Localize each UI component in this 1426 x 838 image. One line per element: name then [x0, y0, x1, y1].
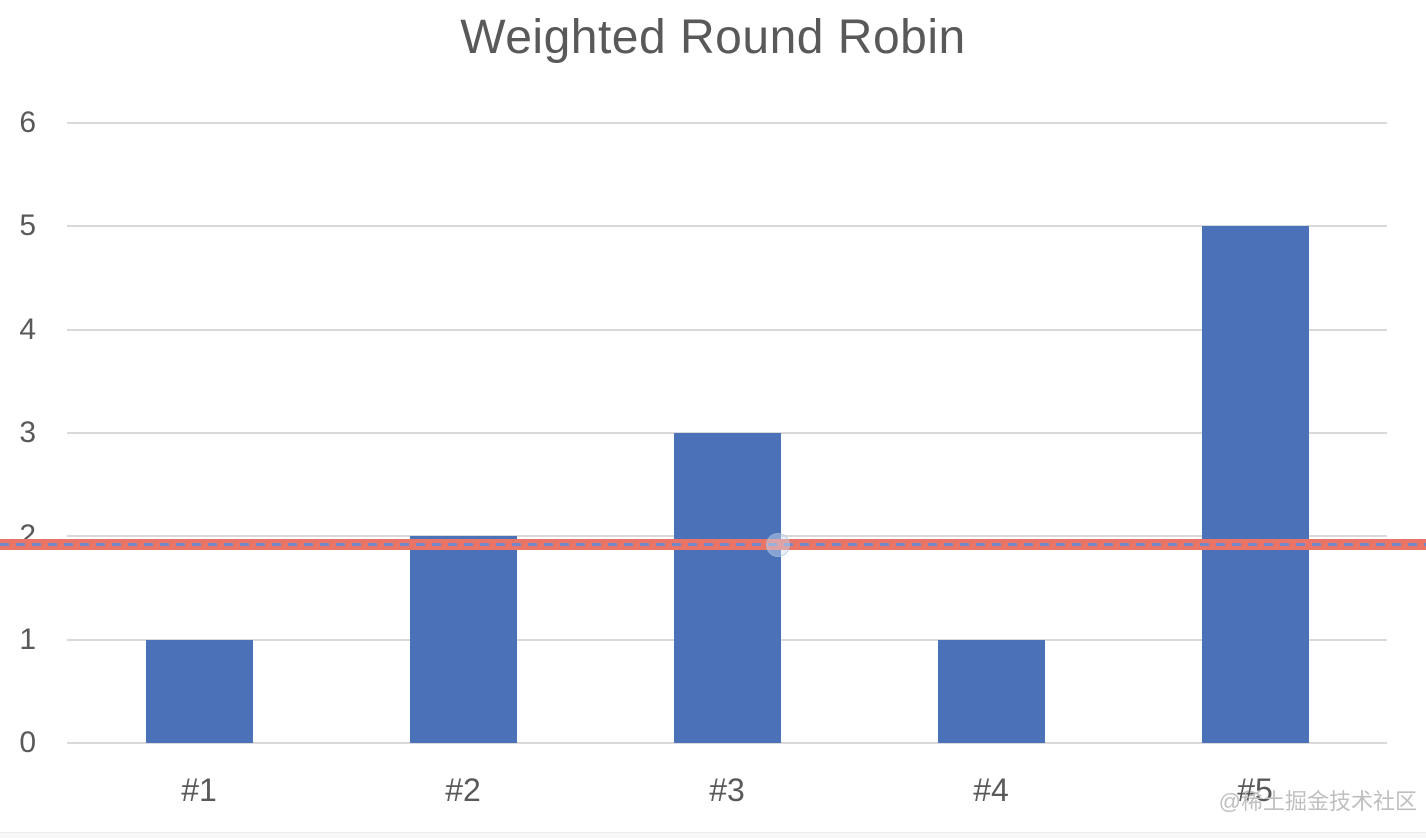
- watermark: @稀土掘金技术社区: [1218, 789, 1417, 814]
- reference-line-dashes: [0, 543, 1426, 547]
- chart-title: Weighted Round Robin: [460, 11, 966, 64]
- y-tick-label: 0: [19, 726, 36, 759]
- y-tick-label: 3: [19, 416, 36, 449]
- reference-line: [0, 539, 1426, 551]
- x-tick-label: #4: [973, 772, 1009, 808]
- bottom-strip: [0, 832, 1426, 838]
- x-tick-label: #3: [709, 772, 745, 808]
- line-midpoint-handle: [766, 533, 790, 557]
- gridline: [67, 328, 1387, 331]
- bar: [145, 639, 253, 743]
- y-tick-label: 6: [19, 106, 36, 140]
- y-tick-label: 4: [19, 312, 36, 346]
- x-tick-label: #5: [1237, 772, 1273, 808]
- bar: [1201, 226, 1309, 743]
- y-tick-label: 1: [19, 622, 36, 656]
- x-tick-label: #2: [445, 772, 481, 808]
- gridline: [67, 225, 1387, 228]
- gridline: [67, 742, 1387, 744]
- bar: [673, 433, 781, 743]
- bar: [409, 536, 517, 743]
- bar: [937, 639, 1045, 743]
- gridline: [67, 122, 1387, 125]
- x-tick-label: #1: [181, 772, 217, 808]
- y-tick-label: 5: [19, 209, 36, 243]
